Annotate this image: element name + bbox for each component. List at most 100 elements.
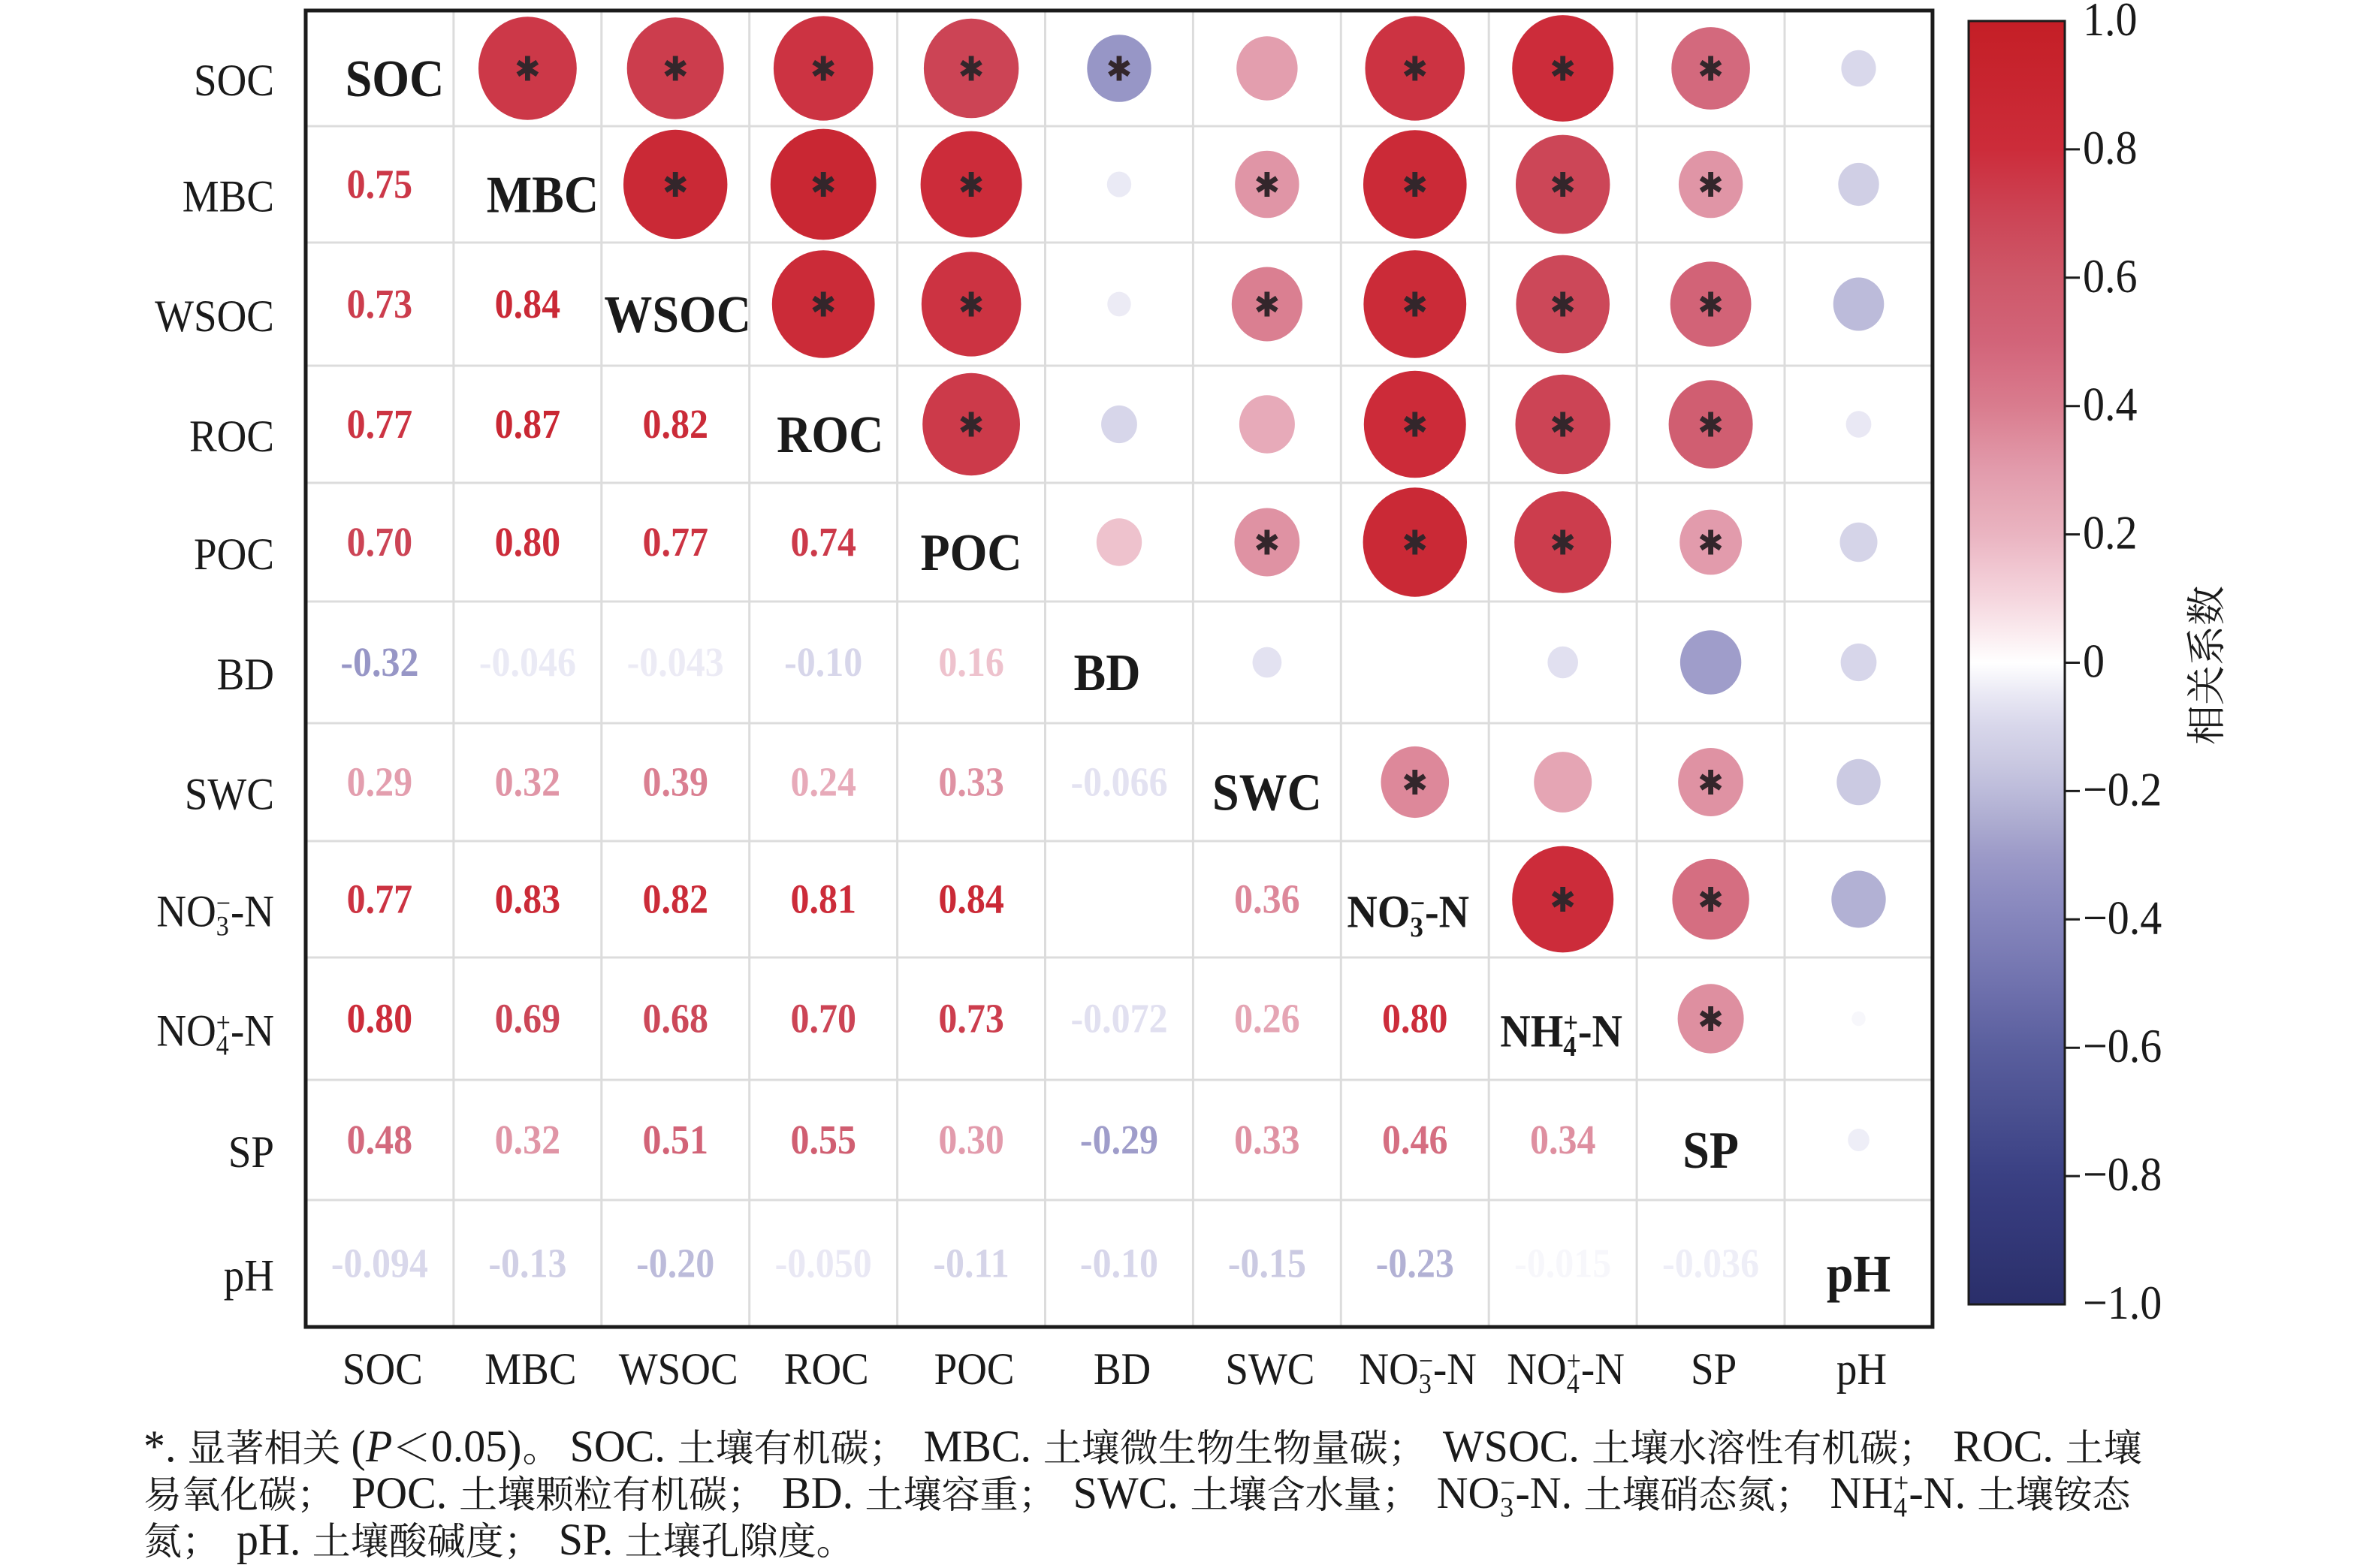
svg-text:-0.29: -0.29	[1080, 1117, 1158, 1163]
svg-text:NO: NO	[156, 885, 216, 936]
svg-text:pH: pH	[224, 1250, 274, 1301]
svg-text:4: 4	[1563, 1030, 1576, 1062]
svg-text:0.80: 0.80	[1382, 996, 1447, 1042]
svg-text:NH: NH	[1830, 1467, 1894, 1518]
svg-text:1.0: 1.0	[2083, 0, 2137, 47]
svg-text:SOC: SOC	[343, 1343, 423, 1395]
svg-text:0.68: 0.68	[642, 996, 708, 1042]
svg-text:pH: pH	[1827, 1244, 1891, 1303]
svg-text:MBC: MBC	[487, 165, 599, 224]
svg-text:0.26: 0.26	[1234, 996, 1299, 1042]
svg-text:−: −	[1500, 1467, 1515, 1498]
svg-text:-0.043: -0.043	[627, 640, 724, 686]
svg-text:0.83: 0.83	[495, 876, 560, 922]
svg-text:-0.10: -0.10	[784, 640, 862, 686]
svg-text:ROC: ROC	[189, 411, 274, 462]
svg-text:4: 4	[1567, 1368, 1580, 1400]
svg-text:0.75: 0.75	[347, 161, 412, 207]
svg-text:NO: NO	[156, 1005, 216, 1056]
svg-text:0.6: 0.6	[2083, 250, 2137, 303]
svg-text:NO: NO	[1507, 1343, 1566, 1395]
svg-text:-0.23: -0.23	[1376, 1241, 1454, 1286]
svg-text:0.51: 0.51	[642, 1117, 708, 1163]
svg-text:0.73: 0.73	[938, 996, 1003, 1042]
svg-text:WSOC.: WSOC.	[1443, 1421, 1580, 1471]
svg-text:SWC: SWC	[185, 768, 274, 819]
svg-text:0.33: 0.33	[938, 759, 1003, 805]
svg-text:0.8: 0.8	[2083, 122, 2137, 174]
svg-text:0.82: 0.82	[642, 402, 708, 448]
svg-text:0.80: 0.80	[495, 520, 560, 565]
svg-text:0.55: 0.55	[790, 1117, 856, 1163]
svg-text:-0.046: -0.046	[479, 640, 576, 686]
svg-text:3: 3	[1410, 910, 1423, 942]
svg-text:-0.10: -0.10	[1080, 1241, 1158, 1286]
svg-text:*.: *.	[143, 1421, 176, 1471]
svg-text:pH.: pH.	[237, 1514, 300, 1564]
svg-text:NO: NO	[1359, 1343, 1418, 1395]
svg-text:0.24: 0.24	[790, 759, 856, 805]
svg-text:0.36: 0.36	[1234, 876, 1299, 922]
svg-text:SP: SP	[1682, 1120, 1739, 1179]
svg-text:−1.0: −1.0	[2083, 1277, 2162, 1330]
svg-text:3: 3	[216, 910, 229, 942]
svg-text:SOC: SOC	[194, 55, 274, 106]
svg-text:−0.8: −0.8	[2083, 1149, 2162, 1202]
svg-text:0.16: 0.16	[938, 640, 1003, 686]
svg-text:-0.094: -0.094	[331, 1241, 428, 1286]
svg-text:ROC: ROC	[784, 1343, 869, 1395]
svg-text:-N: -N	[231, 1005, 274, 1056]
svg-text:WSOC: WSOC	[604, 285, 751, 343]
svg-text:0.48: 0.48	[347, 1117, 412, 1163]
svg-text:ROC.: ROC.	[1953, 1421, 2054, 1471]
svg-text:0.84: 0.84	[495, 282, 560, 327]
svg-text:-0.072: -0.072	[1070, 996, 1167, 1042]
svg-text:0.80: 0.80	[347, 996, 412, 1042]
svg-text:0.46: 0.46	[1382, 1117, 1447, 1163]
svg-text:P: P	[365, 1421, 392, 1471]
svg-text:0.77: 0.77	[347, 876, 412, 922]
svg-text:-N.: -N.	[1909, 1467, 1966, 1518]
svg-text:-N.: -N.	[1516, 1467, 1573, 1518]
svg-text:0.77: 0.77	[642, 520, 708, 565]
svg-text:−: −	[216, 887, 231, 918]
svg-text:MBC.: MBC.	[924, 1421, 1031, 1471]
svg-text:−0.6: −0.6	[2083, 1021, 2162, 1073]
svg-text:-0.13: -0.13	[488, 1241, 566, 1286]
svg-text:MBC: MBC	[183, 170, 274, 222]
svg-text:-0.066: -0.066	[1070, 759, 1167, 805]
svg-text:0.32: 0.32	[495, 759, 560, 805]
svg-text:POC: POC	[921, 523, 1022, 581]
svg-text:-0.32: -0.32	[340, 640, 418, 686]
svg-text:0.05): 0.05)	[431, 1421, 522, 1471]
svg-text:MBC: MBC	[484, 1343, 576, 1395]
svg-text:0.73: 0.73	[347, 282, 412, 327]
svg-text:SWC: SWC	[1212, 763, 1322, 822]
svg-text:+: +	[1894, 1467, 1909, 1498]
svg-text:-N: -N	[1581, 1343, 1625, 1395]
svg-text:-N: -N	[1425, 886, 1469, 937]
svg-text:0.30: 0.30	[938, 1117, 1003, 1163]
svg-text:0.39: 0.39	[642, 759, 708, 805]
svg-text:-0.11: -0.11	[933, 1241, 1009, 1286]
svg-text:SWC.: SWC.	[1073, 1467, 1178, 1518]
svg-text:WSOC: WSOC	[619, 1343, 738, 1395]
svg-text:0.74: 0.74	[790, 520, 856, 565]
svg-text:-0.015: -0.015	[1514, 1241, 1611, 1286]
svg-text:-0.15: -0.15	[1228, 1241, 1306, 1286]
svg-text:3: 3	[1419, 1368, 1432, 1400]
svg-text:WSOC: WSOC	[155, 291, 274, 342]
svg-text:-N: -N	[1578, 1006, 1622, 1057]
svg-text:3: 3	[1500, 1491, 1513, 1523]
svg-text:POC: POC	[194, 529, 274, 580]
svg-text:-N: -N	[231, 885, 274, 936]
svg-text:0.70: 0.70	[347, 520, 412, 565]
svg-text:POC.: POC.	[352, 1467, 447, 1518]
svg-text:0.81: 0.81	[790, 876, 856, 922]
svg-text:0.2: 0.2	[2083, 507, 2137, 559]
svg-text:0.70: 0.70	[790, 996, 856, 1042]
svg-text:4: 4	[1894, 1491, 1907, 1523]
svg-text:-N: -N	[1433, 1343, 1477, 1395]
svg-text:0.69: 0.69	[495, 996, 560, 1042]
svg-text:0.82: 0.82	[642, 876, 708, 922]
